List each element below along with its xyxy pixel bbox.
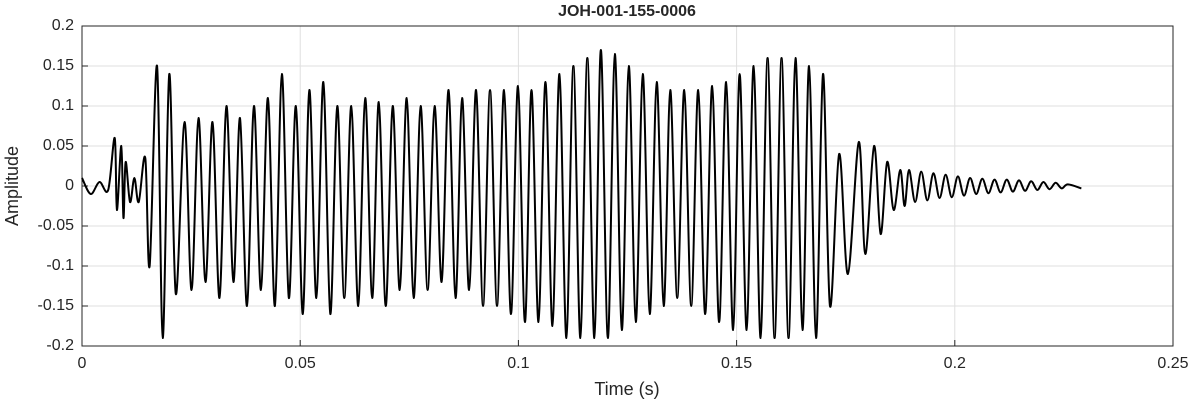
y-tick-label: -0.05	[38, 217, 75, 234]
x-tick-label: 0	[78, 355, 87, 372]
waveform	[81, 49, 1082, 340]
y-tick-label: -0.1	[46, 257, 74, 274]
y-tick-label: 0.05	[43, 137, 74, 154]
chart-title: JOH-001-155-0006	[558, 3, 696, 20]
y-axis-label: Amplitude	[2, 146, 22, 226]
x-tick-label: 0.05	[285, 355, 316, 372]
plot-frame	[81, 25, 1174, 347]
y-tick-label: 0.1	[52, 97, 74, 114]
y-tick-label: -0.2	[46, 337, 74, 354]
y-tick-label: 0.15	[43, 57, 74, 74]
x-tick-label: 0.15	[721, 355, 752, 372]
y-tick-label: 0.2	[52, 17, 74, 34]
x-axis-label: Time (s)	[594, 379, 659, 399]
y-tick-label: 0	[65, 177, 74, 194]
x-tick-label: 0.2	[944, 355, 966, 372]
x-tick-label: 0.25	[1157, 355, 1188, 372]
x-tick-label: 0.1	[507, 355, 529, 372]
y-tick-label: -0.15	[38, 297, 75, 314]
